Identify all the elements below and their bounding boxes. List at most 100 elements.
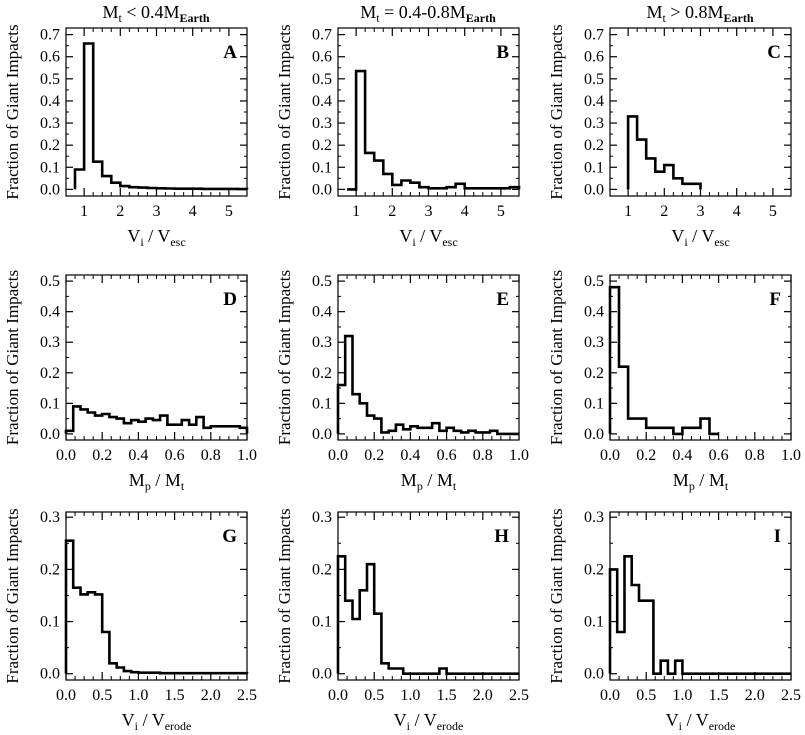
column-title-1: Mt < 0.4MEarth	[102, 2, 209, 25]
histogram-series	[608, 555, 791, 675]
y-tick-label: 0.3	[584, 509, 604, 526]
y-tick-label: 0.7	[584, 27, 604, 44]
panel-letter: A	[223, 42, 237, 63]
x-tick-label: 2.0	[473, 687, 493, 704]
y-tick-label: 0.0	[40, 181, 60, 198]
plot-frame	[337, 274, 520, 441]
y-tick-label: 0.4	[312, 304, 332, 321]
histogram-series	[64, 539, 249, 675]
y-tick-label: 0.0	[312, 666, 332, 683]
x-axis-label: Mp / Mt	[129, 470, 185, 493]
y-tick-label: 0.0	[312, 426, 332, 443]
y-tick-label: 0.4	[312, 93, 332, 110]
y-tick-label: 0.2	[584, 561, 604, 578]
x-tick-label: 2	[388, 203, 396, 220]
x-tick-label: 0.0	[56, 687, 76, 704]
y-tick-label: 0.4	[584, 304, 604, 321]
x-tick-label: 4	[733, 203, 741, 220]
y-tick-label: 0.2	[312, 561, 332, 578]
x-tick-label: 0.4	[672, 447, 692, 464]
y-tick-label: 0.3	[312, 115, 332, 132]
y-axis-label: Fraction of Giant Impacts	[3, 508, 22, 683]
y-tick-label: 0.3	[584, 115, 604, 132]
y-tick-label: 0.6	[312, 49, 332, 66]
y-tick-label: 0.0	[40, 426, 60, 443]
histogram-series	[336, 334, 519, 436]
y-tick-label: 0.2	[312, 137, 332, 154]
y-tick-label: 0.5	[40, 71, 60, 88]
panel-letter: F	[769, 289, 781, 310]
x-tick-label: 0.0	[600, 447, 620, 464]
histogram-series	[347, 69, 521, 191]
plot-frame	[609, 274, 792, 441]
y-tick-label: 0.5	[584, 273, 604, 290]
x-tick-label: 1.0	[128, 687, 148, 704]
x-tick-label: 5	[225, 203, 233, 220]
histogram-series	[336, 555, 519, 675]
plot-frame	[609, 27, 792, 197]
x-axis-label: Vi / Vesc	[399, 226, 457, 249]
plot-frame	[65, 274, 248, 441]
x-tick-label: 3	[153, 203, 161, 220]
x-tick-label: 1.0	[672, 687, 692, 704]
y-axis-label: Fraction of Giant Impacts	[547, 24, 566, 199]
x-tick-label: 0.0	[328, 447, 348, 464]
panel-g: 0.0 0.1 0.2 0.3 0.0 0.5 1.0 1.5 2.0 2.5 G Vi / Vero…	[3, 508, 257, 733]
y-tick-label: 0.5	[312, 273, 332, 290]
panel-a: 0.0 0.1 0.2 0.3 0.4 0.5 0.6 0.7 1 2 3 4 5 A Vi / Vesc F…	[3, 24, 249, 249]
x-tick-label: 1.0	[509, 447, 529, 464]
y-tick-label: 0.3	[312, 334, 332, 351]
x-tick-label: 0.5	[92, 687, 112, 704]
x-tick-label: 4	[189, 203, 197, 220]
x-tick-label: 0.2	[92, 447, 112, 464]
x-tick-label: 3	[697, 203, 705, 220]
x-tick-label: 1.5	[437, 687, 457, 704]
x-tick-label: 1	[624, 203, 632, 220]
y-tick-label: 0.4	[584, 93, 604, 110]
panel-c: 0.0 0.1 0.2 0.3 0.4 0.5 0.6 0.7 1 2 3 4 5 C Vi / Vesc F…	[547, 24, 792, 249]
plot-frame	[609, 511, 792, 681]
y-tick-label: 0.1	[312, 159, 332, 176]
x-tick-label: 0.5	[636, 687, 656, 704]
x-tick-label: 0.6	[709, 447, 729, 464]
x-tick-label: 0.8	[745, 447, 765, 464]
x-tick-label: 1.0	[237, 447, 257, 464]
panel-e: 0.0 0.1 0.2 0.3 0.4 0.5 0.0 0.2 0.4 0.6 0.8 1.0 E Mp …	[275, 270, 529, 493]
x-tick-label: 5	[769, 203, 777, 220]
x-tick-label: 0.6	[165, 447, 185, 464]
panel-h: 0.0 0.1 0.2 0.3 0.0 0.5 1.0 1.5 2.0 2.5 H Vi / Vero…	[275, 508, 529, 733]
x-tick-label: 0.8	[473, 447, 493, 464]
panel-d: 0.0 0.1 0.2 0.3 0.4 0.5 0.0 0.2 0.4 0.6 0.8 1.0 D Mp …	[3, 270, 257, 493]
y-tick-label: 0.3	[40, 334, 60, 351]
panel-letter: B	[496, 42, 509, 63]
y-tick-label: 0.4	[40, 304, 60, 321]
panel-letter: I	[774, 526, 781, 547]
plot-frame	[65, 511, 248, 681]
x-tick-label: 0.4	[128, 447, 148, 464]
y-axis-label: Fraction of Giant Impacts	[3, 24, 22, 199]
x-tick-label: 5	[497, 203, 505, 220]
x-tick-label: 2.5	[781, 687, 801, 704]
y-tick-label: 0.0	[40, 666, 60, 683]
x-tick-label: 1.0	[781, 447, 801, 464]
panel-letter: E	[496, 289, 509, 310]
y-tick-label: 0.2	[40, 365, 60, 382]
y-tick-label: 0.2	[40, 561, 60, 578]
x-tick-label: 0.2	[364, 447, 384, 464]
x-axis-label: Mp / Mt	[673, 470, 729, 493]
x-tick-label: 0.8	[201, 447, 221, 464]
y-tick-label: 0.5	[312, 71, 332, 88]
y-tick-label: 0.0	[584, 666, 604, 683]
panel-letter: H	[494, 526, 509, 547]
x-tick-label: 0.0	[328, 687, 348, 704]
x-tick-label: 1	[352, 203, 360, 220]
y-tick-label: 0.1	[584, 159, 604, 176]
panel-i: 0.0 0.1 0.2 0.3 0.0 0.5 1.0 1.5 2.0 2.5 I Vi / Vero…	[547, 508, 801, 733]
y-tick-label: 0.2	[40, 137, 60, 154]
panel-letter: C	[767, 42, 781, 63]
x-tick-label: 2.0	[745, 687, 765, 704]
x-tick-label: 1	[80, 203, 88, 220]
y-tick-label: 0.6	[40, 49, 60, 66]
x-axis-label: Vi / Verode	[394, 710, 464, 733]
